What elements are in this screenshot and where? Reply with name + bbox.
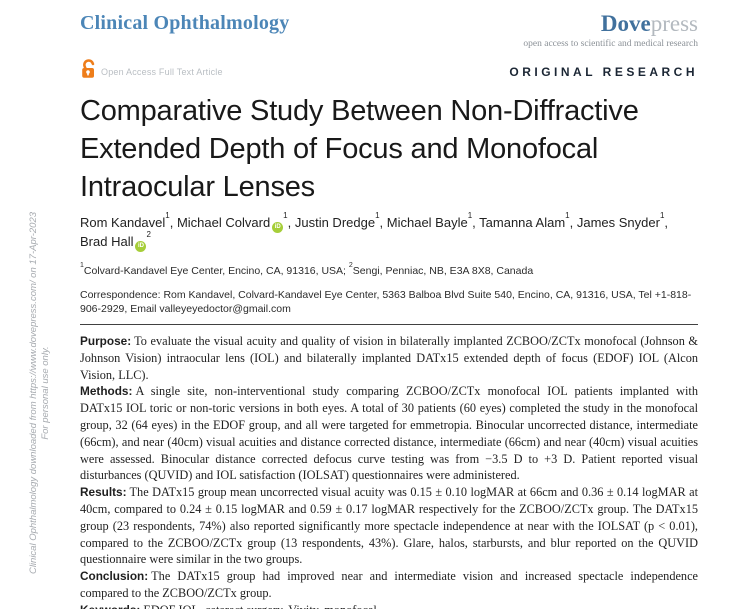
author-name: James Snyder1 bbox=[576, 211, 665, 230]
author-affiliation-sup: 2 bbox=[146, 230, 151, 240]
author-affiliation-sup: 1 bbox=[565, 211, 570, 221]
orcid-icon[interactable]: iD bbox=[272, 222, 284, 233]
article-meta-row: Open Access Full Text Article ORIGINAL R… bbox=[80, 59, 698, 84]
author-name: Michael Bayle1 bbox=[386, 211, 473, 230]
author-name: Justin Dredge1 bbox=[294, 211, 380, 230]
affiliation-1: Colvard-Kandavel Eye Center, Encino, CA,… bbox=[83, 265, 349, 277]
article-type-badge: ORIGINAL RESEARCH bbox=[509, 64, 698, 79]
purpose-label: Purpose: bbox=[80, 334, 132, 348]
abstract-results: Results: The DATx15 group mean uncorrecte… bbox=[80, 484, 698, 568]
title-line-3: Intraocular Lenses bbox=[80, 171, 315, 203]
correspondence: Correspondence: Rom Kandavel, Colvard-Ka… bbox=[80, 288, 698, 316]
abstract-purpose: Purpose: To evaluate the visual acuity an… bbox=[80, 333, 698, 383]
conclusion-label: Conclusion: bbox=[80, 569, 149, 584]
keywords-label: Keywords: bbox=[80, 603, 140, 609]
title-line-1: Comparative Study Between Non-Diffractiv… bbox=[80, 95, 639, 127]
methods-label: Methods: bbox=[80, 384, 133, 399]
open-access-label: Open Access Full Text Article bbox=[101, 66, 223, 77]
abstract-conclusion: Conclusion: The DATx15 group had improved… bbox=[80, 568, 698, 602]
author-affiliation-sup: 1 bbox=[165, 211, 170, 221]
results-label: Results: bbox=[80, 485, 127, 500]
results-text: The DATx15 group mean uncorrected visual… bbox=[80, 485, 698, 567]
affiliation-2: Sengi, Penniac, NB, E3A 8X8, Canada bbox=[352, 265, 534, 277]
affiliation-sup-1: 1 bbox=[80, 261, 84, 269]
open-access-block: Open Access Full Text Article bbox=[80, 59, 223, 84]
author-name: Michael Colvard iD1 bbox=[177, 212, 288, 233]
author-name: Tamanna Alam1 bbox=[479, 211, 570, 230]
publisher-block: Dovepress open access to scientific and … bbox=[523, 12, 698, 50]
open-access-padlock-icon bbox=[80, 59, 96, 84]
correspondence-text: Correspondence: Rom Kandavel, Colvard-Ka… bbox=[80, 289, 692, 315]
article-content: Clinical Ophthalmology Dovepress open ac… bbox=[80, 12, 698, 609]
download-notice-line: Clinical Ophthalmology downloaded from h… bbox=[28, 211, 39, 575]
author-name: Brad Hall iD2 bbox=[80, 231, 151, 252]
author-name: Rom Kandavel1 bbox=[80, 211, 170, 230]
dovepress-logo-light: press bbox=[650, 11, 698, 36]
author-list: Rom Kandavel1, Michael Colvard iD1, Justi… bbox=[80, 211, 698, 252]
abstract-methods: Methods: A single site, non-interventiona… bbox=[80, 383, 698, 484]
author-affiliation-sup: 1 bbox=[283, 211, 288, 221]
dovepress-logo-bold: Dove bbox=[600, 11, 651, 36]
abstract-divider-top bbox=[80, 324, 698, 325]
author-affiliation-sup: 1 bbox=[467, 211, 473, 221]
journal-title-link[interactable]: Clinical Ophthalmology bbox=[80, 12, 290, 34]
publisher-tagline: open access to scientific and medical re… bbox=[523, 39, 698, 49]
affiliation-sup-2: 2 bbox=[348, 261, 353, 269]
orcid-icon[interactable]: iD bbox=[135, 241, 147, 252]
correspondence-email-link[interactable]: valleyeyedoctor@gmail.com bbox=[159, 303, 291, 315]
sidebar-download-notice: Clinical Ophthalmology downloaded from h… bbox=[28, 168, 52, 609]
affiliations: 1Colvard-Kandavel Eye Center, Encino, CA… bbox=[80, 261, 698, 278]
author-affiliation-sup: 1 bbox=[375, 211, 380, 221]
author-affiliation-sup: 1 bbox=[659, 211, 665, 221]
purpose-text: To evaluate the visual acuity and qualit… bbox=[80, 334, 698, 382]
page-title: Comparative Study Between Non-Diffractiv… bbox=[80, 92, 698, 206]
dovepress-logo[interactable]: Dovepress bbox=[523, 12, 698, 36]
abstract: Purpose: To evaluate the visual acuity an… bbox=[80, 333, 698, 609]
abstract-keywords: Keywords:EDOF IOL, cataract surgery, Viv… bbox=[80, 602, 698, 609]
keywords-text: EDOF IOL, cataract surgery, Vivity, mono… bbox=[143, 603, 377, 609]
journal-header: Clinical Ophthalmology Dovepress open ac… bbox=[80, 12, 698, 50]
conclusion-text: The DATx15 group had improved near and i… bbox=[80, 569, 698, 600]
title-line-2: Extended Depth of Focus and Monofocal bbox=[80, 133, 599, 165]
methods-text: A single site, non-interventional study … bbox=[80, 384, 698, 483]
personal-use-line: For personal use only. bbox=[40, 346, 51, 440]
